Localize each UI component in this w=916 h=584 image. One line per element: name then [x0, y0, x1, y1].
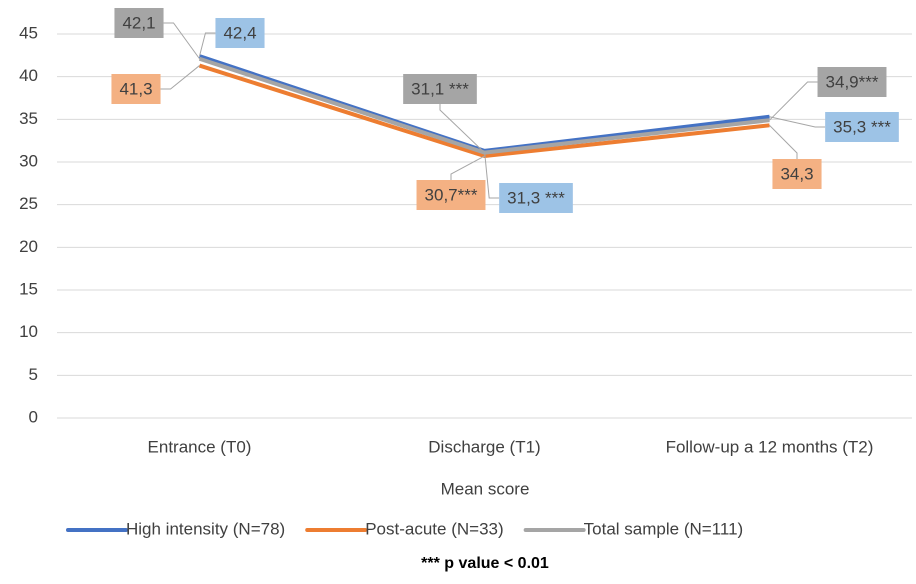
data-label: 30,7*** — [425, 185, 478, 204]
legend-label: Total sample (N=111) — [584, 519, 744, 538]
y-tick-label: 5 — [29, 365, 38, 384]
data-label-box — [111, 74, 161, 104]
leader-line — [769, 124, 798, 159]
x-tick-label: Discharge (T1) — [428, 437, 540, 456]
y-tick-label: 45 — [19, 23, 38, 42]
data-label-box — [416, 180, 486, 210]
data-label-box — [772, 159, 822, 189]
legend-label: High intensity (N=78) — [126, 519, 285, 538]
data-label: 42,1 — [122, 13, 155, 32]
leader-line — [439, 104, 485, 153]
data-label: 42,4 — [223, 23, 256, 42]
footnote: *** p value < 0.01 — [421, 555, 549, 572]
series-line — [198, 54, 770, 153]
x-tick-label: Entrance (T0) — [148, 437, 252, 456]
leader-line — [160, 65, 200, 90]
y-tick-label: 35 — [19, 109, 38, 128]
data-label-box — [817, 67, 887, 97]
y-tick-label: 30 — [19, 151, 38, 170]
data-label: 34,9*** — [826, 72, 879, 91]
leader-line — [769, 81, 818, 121]
series-line — [198, 63, 770, 159]
data-label: 31,1 *** — [411, 79, 469, 98]
series-line — [198, 56, 770, 155]
data-label-box — [825, 112, 899, 142]
leader-line — [163, 22, 200, 60]
data-label: 31,3 *** — [507, 188, 565, 207]
data-label-box — [215, 18, 265, 48]
y-tick-label: 40 — [19, 66, 38, 85]
leader-line — [769, 116, 826, 128]
data-label: 41,3 — [119, 79, 152, 98]
y-tick-label: 15 — [19, 279, 38, 298]
y-tick-label: 20 — [19, 237, 38, 256]
leader-line — [484, 150, 500, 199]
data-label-box — [114, 8, 164, 38]
leader-line — [199, 32, 216, 57]
legend-label: Post-acute (N=33) — [365, 519, 503, 538]
data-label-box — [499, 183, 573, 213]
y-tick-label: 0 — [29, 407, 38, 426]
data-label: 34,3 — [780, 164, 813, 183]
x-axis-label: Mean score — [441, 479, 530, 498]
y-tick-label: 25 — [19, 194, 38, 213]
x-tick-label: Follow-up a 12 months (T2) — [666, 437, 874, 456]
data-label: 35,3 *** — [833, 117, 891, 136]
data-label-box — [403, 74, 477, 104]
y-tick-label: 10 — [19, 322, 38, 341]
leader-line — [450, 155, 485, 180]
